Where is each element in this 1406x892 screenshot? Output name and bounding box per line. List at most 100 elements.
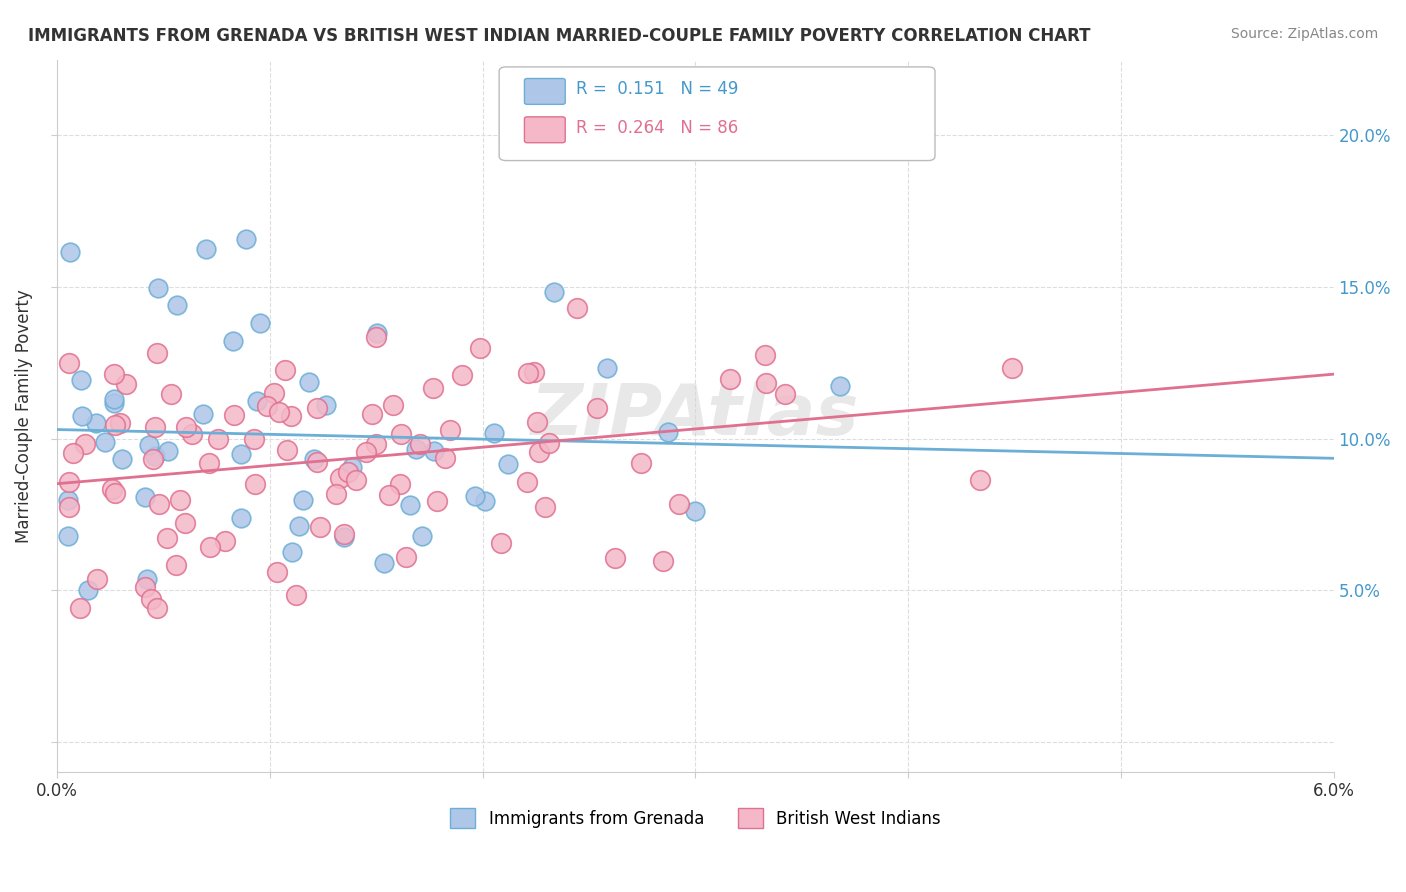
Point [523, 366, 546, 380]
Point [145, 449, 167, 463]
Text: Source: ZipAtlas.com: Source: ZipAtlas.com [1230, 27, 1378, 41]
Point [134, 490, 156, 504]
Point [652, 554, 675, 568]
Point [1001, 361, 1024, 376]
Point [159, 386, 181, 401]
Point [108, 417, 131, 431]
Point [156, 531, 179, 545]
Point [195, 242, 218, 256]
Point [325, 486, 347, 500]
Point [411, 529, 433, 543]
Point [482, 426, 505, 441]
Point [156, 443, 179, 458]
Point [423, 443, 446, 458]
Point [439, 423, 461, 437]
Text: R =  0.151   N = 49: R = 0.151 N = 49 [576, 80, 738, 98]
Point [77, 583, 100, 598]
Point [146, 281, 169, 295]
Point [388, 477, 411, 491]
Point [302, 451, 325, 466]
Point [169, 492, 191, 507]
Point [214, 533, 236, 548]
Point [474, 493, 496, 508]
Point [100, 482, 122, 496]
Point [111, 452, 134, 467]
Point [141, 592, 163, 607]
Point [70, 409, 93, 424]
Point [58, 244, 80, 259]
Point [269, 405, 291, 419]
Point [526, 415, 548, 429]
Point [138, 438, 160, 452]
Point [389, 427, 412, 442]
Point [828, 379, 851, 393]
Point [307, 455, 329, 469]
Point [538, 436, 561, 450]
Point [422, 381, 444, 395]
Point [235, 231, 257, 245]
Point [70, 373, 93, 387]
Point [399, 498, 422, 512]
Point [603, 550, 626, 565]
Point [93, 434, 115, 449]
Point [366, 326, 388, 340]
Point [224, 408, 246, 422]
Point [243, 477, 266, 491]
Point [280, 409, 302, 424]
Point [229, 511, 252, 525]
Point [496, 457, 519, 471]
Point [173, 516, 195, 530]
Point [174, 419, 197, 434]
Point [246, 393, 269, 408]
Point [291, 493, 314, 508]
Point [491, 535, 513, 549]
Text: ZIPAtlas: ZIPAtlas [531, 381, 859, 450]
Point [69, 600, 91, 615]
Point [146, 346, 169, 360]
Point [135, 572, 157, 586]
Point [266, 566, 288, 580]
Point [718, 372, 741, 386]
Point [516, 475, 538, 489]
Point [274, 363, 297, 377]
Point [86, 572, 108, 586]
Point [222, 334, 245, 348]
Point [104, 486, 127, 500]
Point [263, 385, 285, 400]
Point [229, 447, 252, 461]
Point [148, 497, 170, 511]
Point [285, 588, 308, 602]
Point [103, 392, 125, 406]
Point [134, 580, 156, 594]
Point [329, 471, 352, 485]
Point [567, 301, 589, 315]
Point [755, 376, 778, 390]
Point [309, 520, 332, 534]
Point [332, 530, 354, 544]
Point [527, 445, 550, 459]
Point [86, 417, 108, 431]
Point [198, 457, 221, 471]
Point [103, 396, 125, 410]
Point [75, 437, 97, 451]
Point [395, 550, 418, 565]
Point [657, 425, 679, 439]
Point [364, 437, 387, 451]
Point [451, 368, 474, 382]
Point [165, 558, 187, 572]
Point [332, 527, 354, 541]
Point [58, 500, 80, 515]
Point [337, 465, 360, 479]
Point [683, 504, 706, 518]
Point [62, 446, 84, 460]
Point [543, 285, 565, 299]
Point [373, 557, 395, 571]
Point [464, 489, 486, 503]
Point [344, 473, 367, 487]
Point [141, 451, 163, 466]
Point [104, 417, 127, 432]
Point [115, 376, 138, 391]
Point [315, 398, 337, 412]
Text: IMMIGRANTS FROM GRENADA VS BRITISH WEST INDIAN MARRIED-COUPLE FAMILY POVERTY COR: IMMIGRANTS FROM GRENADA VS BRITISH WEST … [28, 27, 1091, 45]
Point [533, 500, 555, 515]
